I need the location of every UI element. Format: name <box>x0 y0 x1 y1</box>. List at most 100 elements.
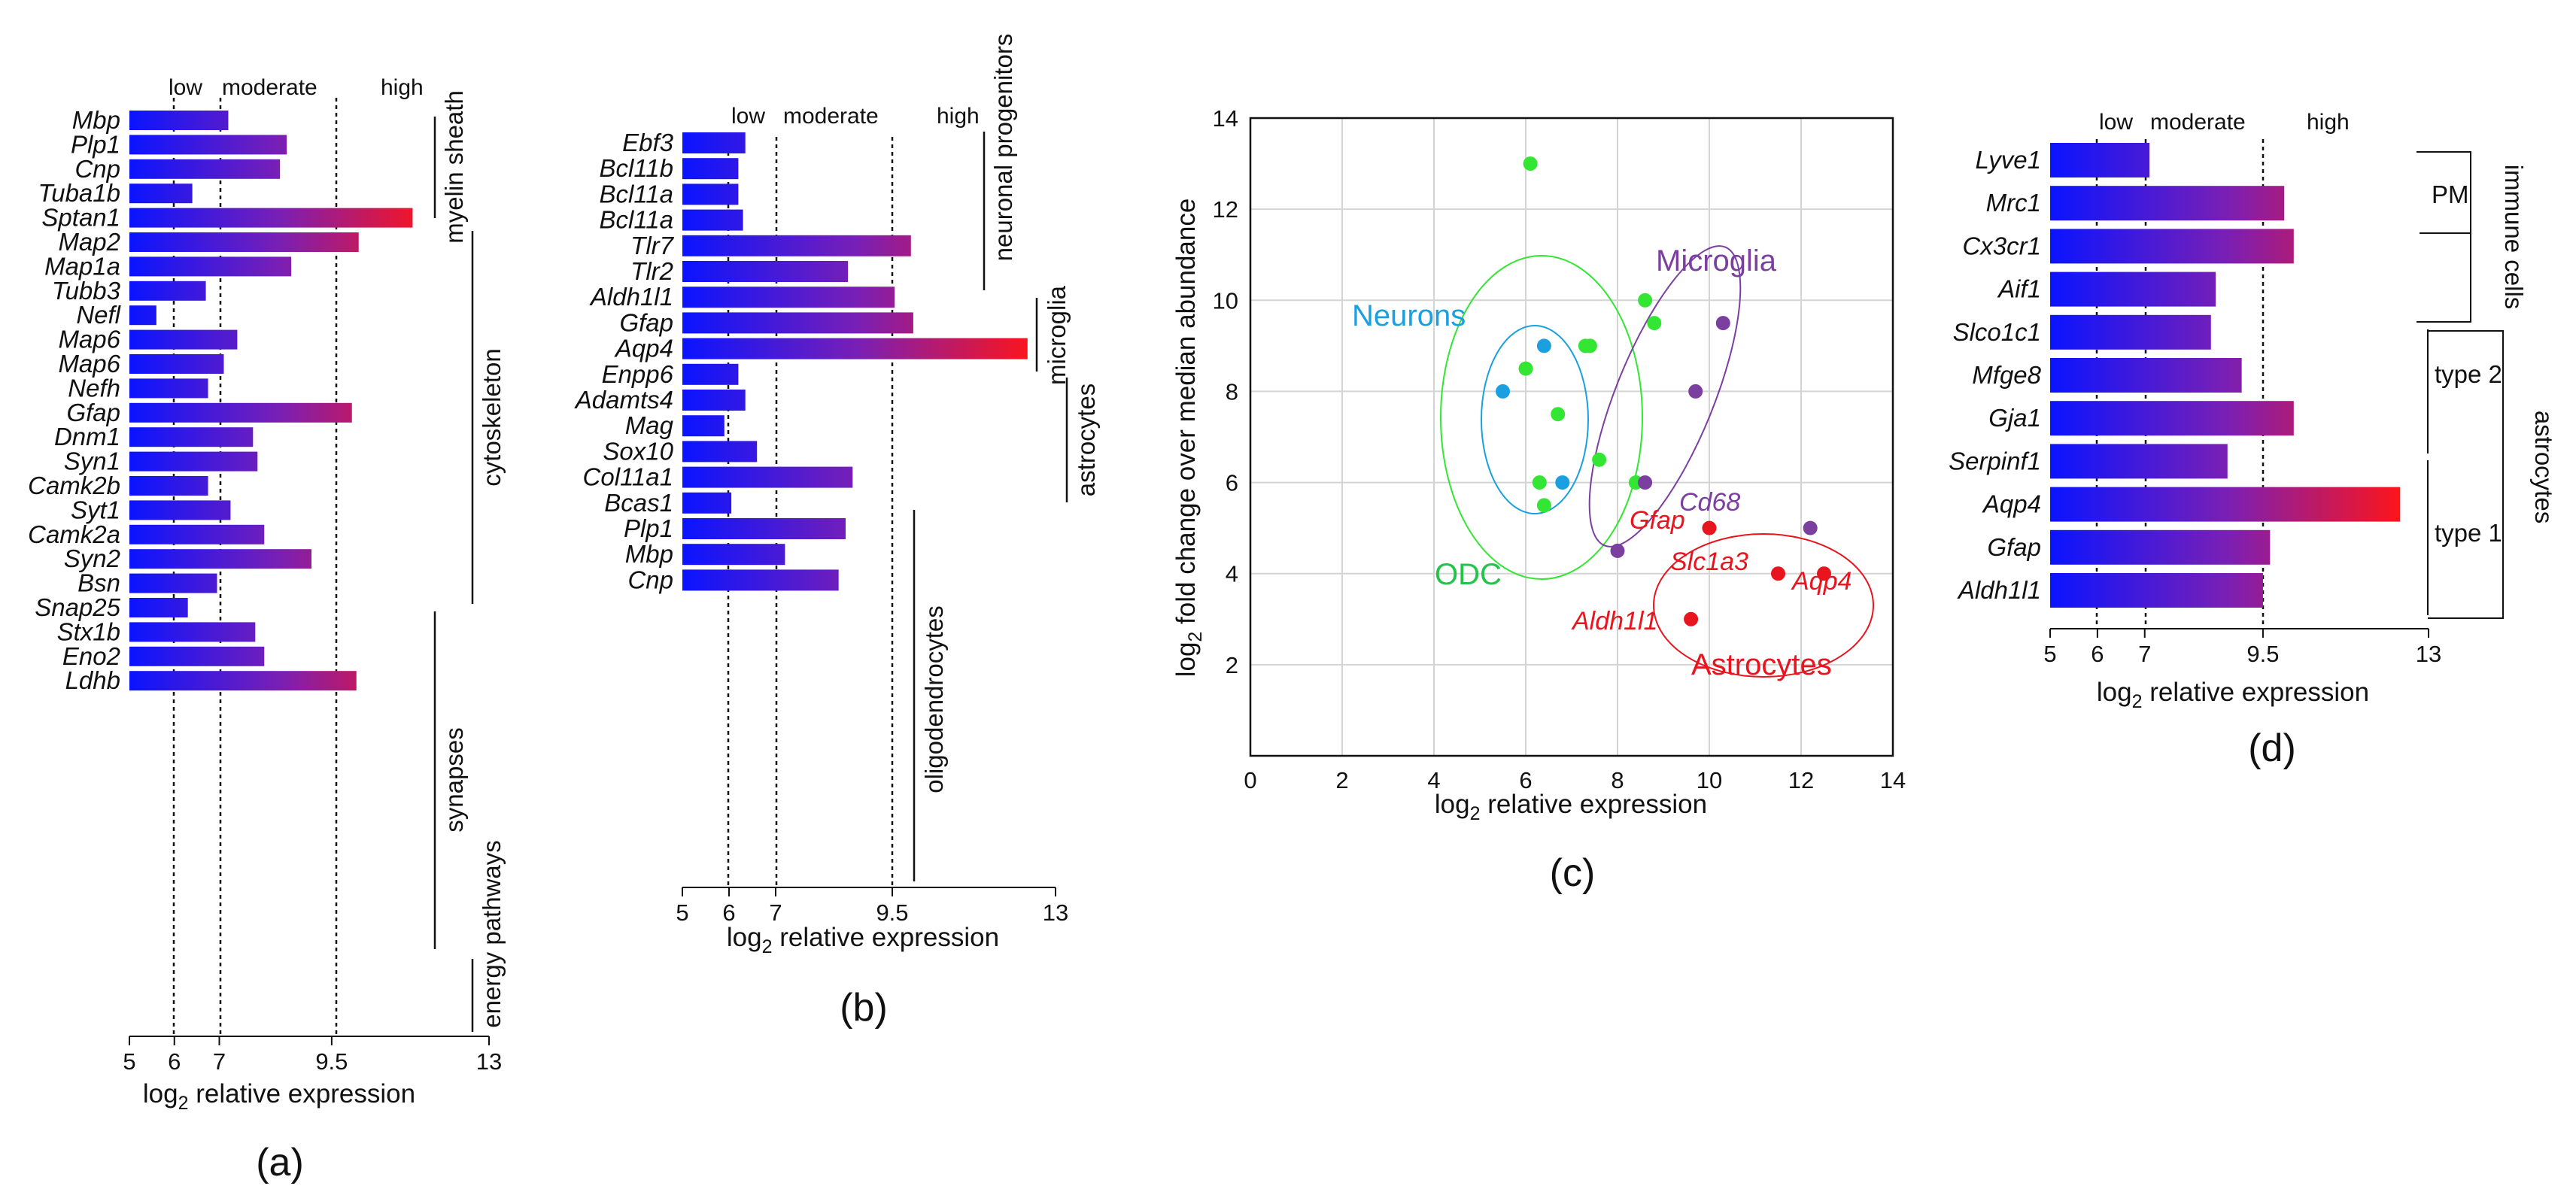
gene-label-camk2b: Camk2b <box>28 472 120 499</box>
point-odc <box>1647 316 1662 331</box>
gene-label-sptan1: Sptan1 <box>41 204 120 232</box>
panel-b-bars <box>682 132 1028 591</box>
gene-label-mbp: Mbp <box>625 540 673 568</box>
gene-label-syn2: Syn2 <box>64 544 120 572</box>
point-neurons <box>1555 475 1570 490</box>
x-tick-label: 14 <box>1880 767 1906 793</box>
bar-bcas1 <box>682 492 732 514</box>
gene-label-adamts4: Adamts4 <box>574 386 673 414</box>
x-tick-label: 5 <box>676 899 688 926</box>
bar-eno2 <box>129 646 265 666</box>
bar-mbp <box>129 111 229 130</box>
gene-label-plp1: Plp1 <box>71 130 120 158</box>
bar-map1a <box>129 256 292 277</box>
group-label-oligodendrocytes: oligodendrocytes <box>920 605 948 793</box>
group-label-pm: PM <box>2432 180 2469 208</box>
x-tick-label: 10 <box>1697 767 1722 793</box>
y-tick-label: 6 <box>1226 470 1238 496</box>
gene-label-aldh1l1: Aldh1l1 <box>589 283 673 311</box>
point-odc <box>1638 293 1653 308</box>
panel-a-bars <box>129 111 413 691</box>
bar-bsn <box>129 573 217 593</box>
bar-adamts4 <box>682 390 746 411</box>
bar-mfge8 <box>2050 358 2242 393</box>
bar-plp1 <box>129 135 287 155</box>
gene-label-sox10: Sox10 <box>603 437 673 465</box>
panel-d-level-high: high <box>2307 110 2350 135</box>
bar-map6 <box>129 354 224 374</box>
gene-label-camk2a: Camk2a <box>28 520 120 548</box>
point-microglia <box>1610 543 1625 558</box>
panel-c: 0 2 4 6 8 10 12 14 2 4 6 8 10 12 14 Neurons ODC Microg… <box>1171 105 1906 895</box>
group-label-synapses: synapses <box>440 727 468 832</box>
point-label-aldh1l1: Aldh1l1 <box>1571 607 1657 635</box>
bar-ldhb <box>129 671 357 691</box>
panel-a-gene-labels: MbpPlp1CnpTuba1bSptan1Map2Map1aTubb3Nefl… <box>28 106 122 694</box>
bar-bcl11a <box>682 184 739 205</box>
point-odc <box>1523 156 1538 171</box>
bar-camk2b <box>129 476 208 496</box>
panel-b: Ebf3Bcl11bBcl11aBcl11aTlr7Tlr2Aldh1l1Gfa… <box>574 34 1100 1030</box>
x-tick-label: 6 <box>1519 767 1532 793</box>
gene-label-eno2: Eno2 <box>62 642 120 670</box>
x-tick-label: 9.5 <box>876 899 908 926</box>
bar-tubb3 <box>129 281 206 301</box>
gene-label-aqp4: Aqp4 <box>614 335 673 362</box>
gene-label-tlr2: Tlr2 <box>630 257 673 285</box>
point-label-aqp4: Aqp4 <box>1791 567 1852 596</box>
point-odc <box>1536 498 1551 513</box>
point-astrocytes <box>1771 566 1785 581</box>
bar-snap25 <box>129 598 188 617</box>
panel-b-xlabel: log2 relative expression <box>727 923 999 957</box>
panel-c-ylabel: log2 fold change over median abundance <box>1171 199 1206 678</box>
bar-syt1 <box>129 500 231 520</box>
bar-sptan1 <box>129 208 413 228</box>
group-label-energy-pathways: energy pathways <box>478 840 506 1027</box>
gene-label-cx3cr1: Cx3cr1 <box>1962 232 2041 259</box>
gene-label-bcl11b: Bcl11b <box>600 154 673 182</box>
panel-c-points <box>1496 156 1831 626</box>
bar-stx1b <box>129 622 256 642</box>
gene-label-serpinf1: Serpinf1 <box>1949 447 2041 475</box>
astrocytes-ellipse <box>1653 533 1874 678</box>
gene-label-mbp: Mbp <box>72 106 120 134</box>
panel-a-ticks: 5 6 7 9.5 13 <box>123 1036 502 1075</box>
panel-c-grid <box>1250 118 1893 756</box>
bar-slco1c1 <box>2050 314 2211 350</box>
x-tick-label: 6 <box>722 899 735 926</box>
cluster-label-odc: ODC <box>1435 558 1502 591</box>
bar-tuba1b <box>129 184 193 204</box>
gene-label-map2: Map2 <box>58 228 120 256</box>
panel-a-level-high: high <box>381 75 424 100</box>
x-tick-label: 4 <box>1427 767 1440 793</box>
group-label-cytoskeleton: cytoskeleton <box>478 348 506 486</box>
bar-gfap <box>682 312 913 334</box>
cluster-label-microglia: Microglia <box>1656 244 1777 278</box>
point-label-slc1a3: Slc1a3 <box>1670 547 1748 576</box>
panel-d: Lyve1 Mrc1 Cx3cr1 Aif1 Slco1c1 Mfge8 Gja1 Serpi… <box>1949 110 2558 770</box>
gene-label-aldh1l1: Aldh1l1 <box>1957 576 2041 604</box>
bar-sox10 <box>682 441 758 463</box>
panel-b-ticks: 5 6 7 9.5 13 <box>676 887 1068 926</box>
gene-label-cnp: Cnp <box>627 566 673 593</box>
x-tick-label: 0 <box>1244 767 1256 793</box>
group-label-immune-cells: immune cells <box>2500 165 2528 310</box>
gene-label-map6: Map6 <box>58 326 120 353</box>
bar-ebf3 <box>682 132 746 153</box>
x-tick-label: 6 <box>2091 641 2104 667</box>
point-microglia <box>1715 316 1730 331</box>
y-tick-label: 4 <box>1226 561 1238 587</box>
gene-label-tlr7: Tlr7 <box>630 232 674 259</box>
bar-aqp4 <box>2050 487 2401 522</box>
x-tick-label: 7 <box>2138 641 2151 667</box>
panel-d-level-moderate: moderate <box>2150 110 2246 135</box>
x-tick-label: 6 <box>168 1048 181 1075</box>
bar-col11a1 <box>682 466 853 488</box>
bar-bcl11a <box>682 209 743 231</box>
group-label-type-1: type 1 <box>2435 519 2502 547</box>
gene-label-bcl11a: Bcl11a <box>600 180 673 208</box>
panel-b-level-moderate: moderate <box>783 104 879 129</box>
bar-cnp <box>129 159 281 179</box>
gene-label-gfap: Gfap <box>619 308 673 336</box>
group-label-astrocytes-b: astrocytes <box>1072 384 1100 496</box>
